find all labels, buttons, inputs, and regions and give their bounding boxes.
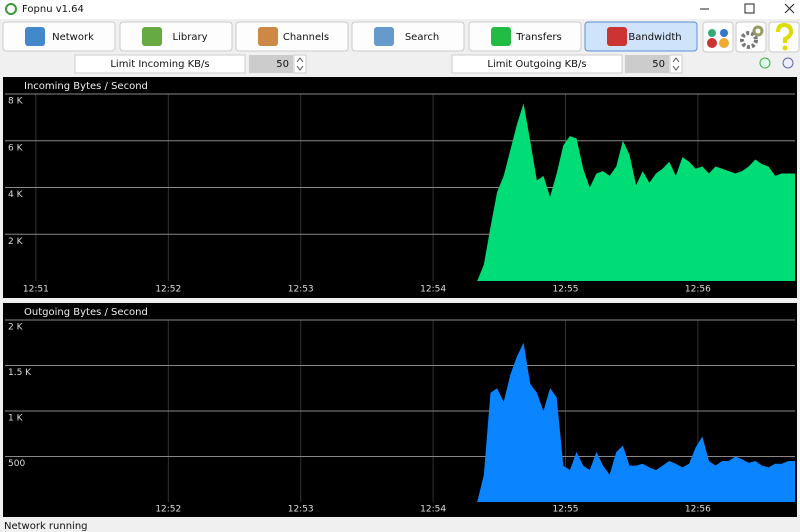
spin-arrows[interactable] — [669, 54, 683, 74]
close[interactable] — [784, 3, 795, 14]
y-tick-label: 500 — [8, 459, 25, 469]
tab-label: Network — [52, 32, 94, 43]
help-icon — [776, 22, 794, 43]
x-tick-label: 12:54 — [420, 285, 446, 295]
limit-label: Limit Outgoing KB/s — [487, 59, 586, 70]
x-tick-label: 12:52 — [155, 505, 181, 515]
x-tick-label: 12:55 — [553, 285, 579, 295]
chart-title: Outgoing Bytes / Second — [24, 307, 148, 318]
limit-value: 50 — [276, 59, 289, 70]
window-title: Fopnu v1.64 — [22, 4, 84, 15]
toolbar: Network Library Channels Search Transfers Ban… — [2, 21, 698, 52]
limit-label-box — [451, 54, 623, 74]
limit-label: Limit Incoming KB/s — [110, 59, 209, 70]
tab-icon — [25, 27, 45, 46]
zoom-out[interactable] — [782, 57, 794, 69]
spin-arrow-glyph — [296, 57, 304, 71]
tab-icon — [607, 27, 627, 46]
tab-icon — [258, 27, 278, 46]
y-tick-label: 1 K — [8, 414, 24, 424]
tab-label: Search — [405, 32, 439, 43]
title-bar — [0, 0, 800, 19]
tab-label: Bandwidth — [628, 32, 681, 43]
status-text: Network running — [4, 521, 88, 532]
x-tick-label: 12:51 — [23, 285, 49, 295]
y-tick-label: 4 K — [8, 190, 24, 200]
limit-spin[interactable] — [249, 55, 293, 73]
y-tick-label: 8 K — [8, 97, 24, 107]
limit-value: 50 — [652, 59, 665, 70]
tab-label: Channels — [283, 32, 329, 43]
app-icon — [5, 3, 17, 15]
limit-spin[interactable] — [625, 55, 669, 73]
tab-icon — [142, 27, 162, 46]
spin-arrow-glyph — [672, 57, 680, 71]
x-tick-label: 12:53 — [288, 505, 314, 515]
settings-button[interactable] — [735, 21, 767, 53]
y-tick-label: 6 K — [8, 143, 24, 153]
x-tick-label: 12:56 — [685, 285, 711, 295]
limit-label-box — [74, 54, 246, 74]
x-tick-label: 12:52 — [155, 285, 181, 295]
zoom-in[interactable] — [759, 57, 771, 69]
y-tick-label: 1.5 K — [8, 368, 32, 378]
tab-label: Library — [173, 32, 208, 43]
area — [477, 103, 795, 281]
tab-icon — [374, 27, 394, 46]
x-tick-label: 12:54 — [420, 505, 446, 515]
area — [477, 342, 795, 502]
maximize[interactable] — [744, 3, 755, 14]
x-tick-label: 12:55 — [553, 505, 579, 515]
y-tick-label: 2 K — [8, 237, 24, 247]
x-tick-label: 12:56 — [685, 505, 711, 515]
x-tick-label: 12:53 — [288, 285, 314, 295]
spin-arrows[interactable] — [293, 54, 307, 74]
tab-icon — [491, 27, 511, 46]
y-tick-label: 2 K — [8, 323, 24, 333]
tab-label: Transfers — [515, 32, 561, 43]
chart-title: Incoming Bytes / Second — [24, 81, 148, 92]
users-button[interactable] — [702, 21, 734, 53]
limits-row: Limit Incoming KB/s 50 Limit Outgoing KB/s… — [74, 54, 683, 74]
